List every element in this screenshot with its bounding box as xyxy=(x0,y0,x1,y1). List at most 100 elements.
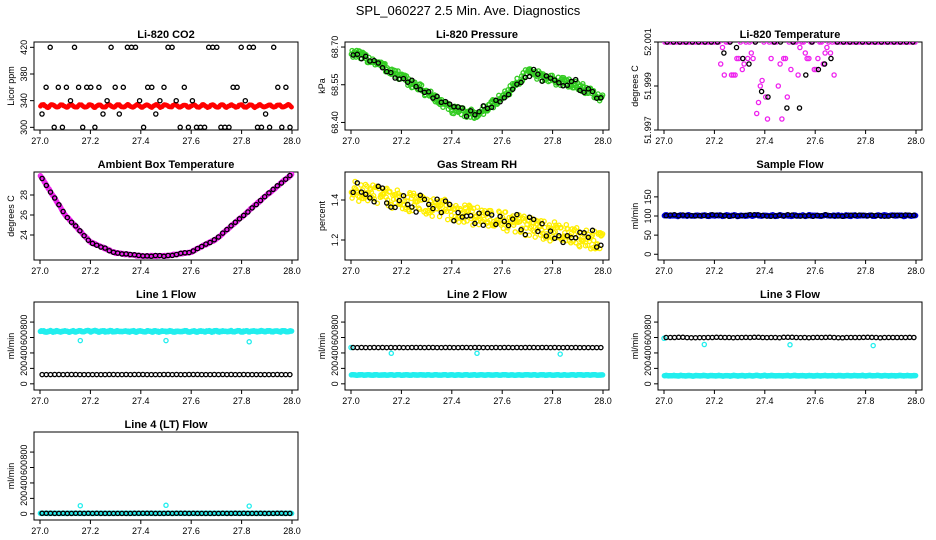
data-point xyxy=(388,69,394,76)
data-point xyxy=(911,212,917,219)
data-point xyxy=(488,212,495,218)
data-point xyxy=(543,73,550,79)
data-point xyxy=(383,200,390,206)
data-point xyxy=(764,116,771,122)
data-point xyxy=(721,50,727,56)
data-point xyxy=(514,81,520,87)
data-point xyxy=(762,94,769,100)
data-point xyxy=(910,42,916,45)
data-point xyxy=(354,180,361,186)
x-tick-label: 27.8 xyxy=(233,396,251,406)
data-point xyxy=(737,42,744,45)
data-point xyxy=(740,55,746,62)
x-tick-label: 27.2 xyxy=(82,266,100,276)
data-point xyxy=(521,213,527,220)
data-point xyxy=(580,80,586,87)
x-tick-label: 28.0 xyxy=(283,136,301,146)
x-tick-label: 27.4 xyxy=(443,396,461,406)
data-point xyxy=(514,211,520,218)
x-tick-label: 27.6 xyxy=(493,396,511,406)
data-point xyxy=(670,42,677,45)
data-point xyxy=(526,73,533,80)
data-point xyxy=(401,198,408,205)
data-point xyxy=(434,196,440,202)
data-point xyxy=(522,231,529,238)
data-point xyxy=(746,61,752,67)
data-point xyxy=(474,204,481,210)
data-point xyxy=(518,226,524,233)
data-point xyxy=(429,213,435,219)
x-tick-label: 28.0 xyxy=(907,396,925,406)
data-point xyxy=(818,42,825,45)
data-point xyxy=(516,219,523,225)
data-point xyxy=(796,105,803,111)
data-point xyxy=(758,88,765,95)
data-point xyxy=(417,86,424,93)
y-tick-label: 1.4 xyxy=(330,194,340,207)
series-average xyxy=(348,344,606,378)
data-point xyxy=(289,104,294,110)
x-tick-label: 27.6 xyxy=(182,266,200,276)
y-axis-label: ml/min xyxy=(6,333,16,360)
data-point xyxy=(238,44,244,51)
y-tick-label: 600 xyxy=(19,330,29,345)
x-tick-label: 27.4 xyxy=(443,266,461,276)
data-point xyxy=(752,42,759,45)
data-point xyxy=(253,201,260,208)
data-point xyxy=(421,196,428,203)
data-point xyxy=(753,110,760,117)
chart-title: Gas Stream RH xyxy=(437,159,517,171)
data-point xyxy=(782,55,789,62)
chart-line1: Line 1 Flow 27.0 27.2 27.4 27.6 27.8 28.0 0 2004… xyxy=(6,289,301,406)
data-point xyxy=(224,226,230,233)
data-point xyxy=(564,232,571,239)
y-tick-label: 0 xyxy=(643,252,653,257)
data-point xyxy=(450,110,457,117)
data-point xyxy=(274,183,281,189)
data-point xyxy=(510,222,517,228)
data-point xyxy=(56,202,62,208)
data-point xyxy=(468,215,475,222)
x-tick-label: 27.0 xyxy=(655,266,673,276)
data-point xyxy=(784,105,790,111)
x-tick-label: 28.0 xyxy=(283,396,301,406)
data-point xyxy=(739,66,746,73)
data-point xyxy=(185,124,192,130)
series-raw xyxy=(350,51,604,119)
data-point xyxy=(371,57,377,64)
data-point xyxy=(161,84,167,91)
data-point xyxy=(585,234,592,241)
data-point xyxy=(60,208,66,215)
x-tick-label: 27.4 xyxy=(443,136,461,146)
data-point xyxy=(75,84,82,91)
data-point xyxy=(409,77,415,83)
data-point xyxy=(81,232,87,239)
data-point xyxy=(287,172,293,179)
data-point xyxy=(725,42,731,45)
plot-frame xyxy=(33,301,299,391)
plot-frame xyxy=(33,41,299,131)
y-tick-label: 52.001 xyxy=(643,28,653,56)
data-point xyxy=(748,50,755,56)
data-point xyxy=(912,372,919,379)
data-point xyxy=(89,240,96,247)
data-point xyxy=(501,218,508,225)
series-average xyxy=(348,178,606,252)
data-point xyxy=(418,82,425,88)
data-point xyxy=(392,204,398,211)
series-average xyxy=(348,47,606,121)
chart-sample_flow: Sample Flow 27.0 27.2 27.4 27.6 27.8 28.0 0 50 10… xyxy=(630,159,925,276)
data-point xyxy=(39,175,45,182)
data-points xyxy=(348,344,606,378)
y-tick-label: 800 xyxy=(643,315,653,330)
data-point xyxy=(136,97,143,104)
y-tick-label: 400 xyxy=(19,475,29,490)
data-point xyxy=(77,228,83,234)
data-point xyxy=(802,50,809,56)
x-tick-label: 28.0 xyxy=(283,266,301,276)
data-point xyxy=(404,79,411,85)
data-point xyxy=(451,218,457,224)
data-point xyxy=(375,60,382,66)
y-tick-label: 200 xyxy=(330,361,340,376)
x-tick-label: 28.0 xyxy=(283,526,301,536)
